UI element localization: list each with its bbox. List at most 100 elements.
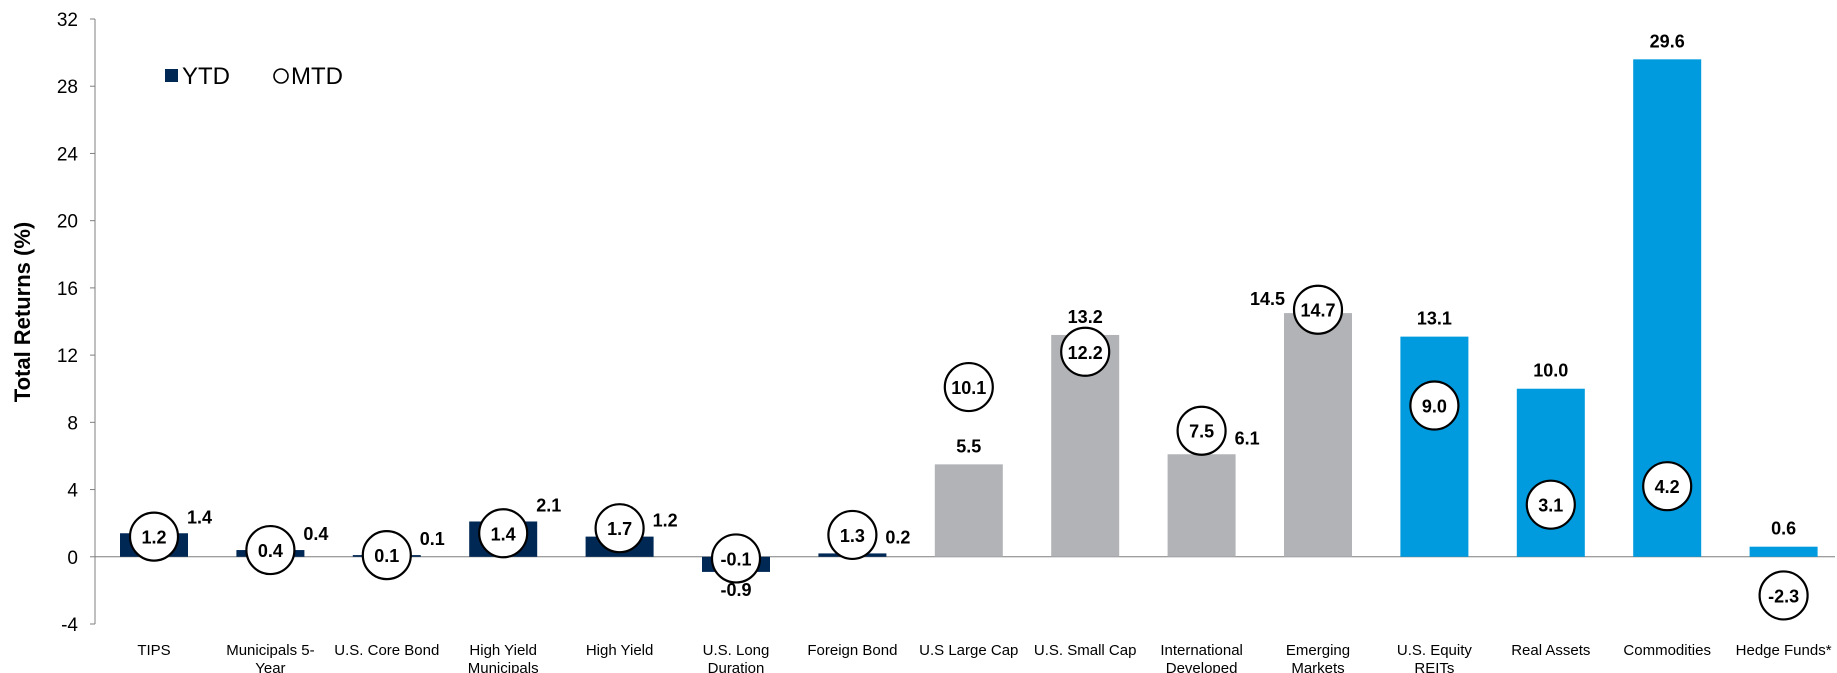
category-label: Hedge Funds* xyxy=(1736,642,1832,659)
category-label-line: Year xyxy=(255,660,285,673)
mtd-circle xyxy=(594,503,645,554)
y-axis-title: Total Returns (%) xyxy=(10,222,35,402)
y-tick-label: 8 xyxy=(67,413,78,434)
legend-mtd-marker xyxy=(273,68,289,84)
ytd-value-label: 6.1 xyxy=(1235,428,1260,448)
category-label: U.S. Long Duration xyxy=(703,642,770,673)
legend-mtd-label: MTD xyxy=(291,63,343,90)
ytd-value-label: 13.2 xyxy=(1068,307,1103,327)
category-label-line: Commodities xyxy=(1623,642,1711,659)
category-label-line: Foreign Bond xyxy=(807,642,897,659)
category-label-line: U.S. Long xyxy=(703,642,770,659)
category-label-line: REITs xyxy=(1414,660,1454,673)
category-label-line: Real Assets xyxy=(1511,642,1590,659)
ytd-bar xyxy=(1749,546,1818,557)
mtd-marker: 1.3 xyxy=(827,509,878,561)
category-label: U.S Large Cap xyxy=(919,642,1018,659)
ytd-value-label: 0.4 xyxy=(303,524,328,544)
category-label-line: Markets xyxy=(1291,660,1344,673)
y-tick-label: 32 xyxy=(57,10,78,31)
mtd-circle xyxy=(1758,570,1809,621)
ytd-value-label: 0.1 xyxy=(420,529,445,549)
mtd-value-label: 1.7 xyxy=(607,519,632,539)
category-label-line: High Yield xyxy=(586,642,654,659)
category-label-line: Municipals xyxy=(468,660,539,673)
category-label-line: Hedge Funds* xyxy=(1736,642,1832,659)
mtd-value-label: 0.1 xyxy=(374,546,399,566)
legend-ytd-swatch xyxy=(165,69,178,82)
ytd-value-label: 14.5 xyxy=(1250,289,1285,309)
mtd-marker: 4.2 xyxy=(1642,461,1693,512)
ytd-bar xyxy=(934,464,1003,557)
category-label: U.S. Small Cap xyxy=(1034,642,1137,659)
ytd-value-label: 13.1 xyxy=(1417,309,1452,329)
mtd-marker: 1.7 xyxy=(594,503,645,554)
mtd-marker: -2.3 xyxy=(1758,570,1809,621)
ytd-value-label: 2.1 xyxy=(536,495,561,515)
y-tick-label: 12 xyxy=(57,346,78,367)
ytd-value-label: 0.2 xyxy=(885,527,910,547)
category-label-line: U.S. Equity xyxy=(1397,642,1473,659)
category-label-line: U.S. Core Bond xyxy=(334,642,439,659)
mtd-marker: 7.5 xyxy=(1176,405,1227,456)
y-tick-label: 16 xyxy=(57,279,78,300)
category-label: TIPS xyxy=(137,642,170,659)
mtd-value-label: 10.1 xyxy=(951,378,986,398)
mtd-marker: 10.1 xyxy=(943,361,994,413)
ytd-bar xyxy=(1400,336,1469,557)
category-label: Municipals 5-Year xyxy=(226,642,314,673)
ytd-value-label: 1.4 xyxy=(187,507,212,527)
category-label: Emerging Markets xyxy=(1286,642,1350,673)
mtd-marker: 1.4 xyxy=(478,508,529,559)
mtd-marker: 3.1 xyxy=(1525,479,1576,530)
category-label: High Yield Municipals xyxy=(468,642,539,673)
mtd-circle xyxy=(245,524,296,576)
y-tick-label: 24 xyxy=(57,144,79,165)
mtd-circle xyxy=(1642,461,1693,512)
category-label: U.S. Equity REITs xyxy=(1397,642,1473,673)
ytd-value-label: 0.6 xyxy=(1771,519,1796,539)
ytd-data-labels: 1.4 0.4 0.1 2.1 1.2 -0.9 0.2 5.5 13.2 6.1 14.5 13.1… xyxy=(187,31,1796,600)
mtd-value-label: 4.2 xyxy=(1655,477,1680,497)
mtd-value-label: 12.2 xyxy=(1068,343,1103,363)
category-label-line: Developed xyxy=(1166,660,1238,673)
legend-ytd-label: YTD xyxy=(182,63,230,90)
category-label: Foreign Bond xyxy=(807,642,897,659)
mtd-value-label: 1.4 xyxy=(491,524,516,544)
y-tick-label: -4 xyxy=(61,615,78,636)
mtd-value-label: 1.2 xyxy=(141,528,166,548)
y-tick-label: 28 xyxy=(57,77,78,98)
y-tick-label: 20 xyxy=(57,212,78,233)
mtd-value-label: 0.4 xyxy=(258,541,283,561)
mtd-marker: 14.7 xyxy=(1292,284,1344,335)
y-axis-label: Total Returns (%) xyxy=(10,222,35,402)
mtd-circle xyxy=(827,509,878,561)
category-label: High Yield xyxy=(586,642,654,659)
mtd-circle xyxy=(1292,284,1344,335)
mtd-value-label: 1.3 xyxy=(840,526,865,546)
ytd-value-label: 29.6 xyxy=(1650,31,1685,51)
ytd-value-label: -0.9 xyxy=(720,580,751,600)
y-axis: -4 0 4 8 12 16 20 24 28 32 xyxy=(57,10,96,636)
ytd-bar xyxy=(1516,388,1585,557)
mtd-marker: 0.1 xyxy=(361,529,412,581)
mtd-circle xyxy=(1176,405,1227,456)
category-label: U.S. Core Bond xyxy=(334,642,439,659)
mtd-marker: 1.2 xyxy=(128,511,180,562)
mtd-value-label: -2.3 xyxy=(1768,586,1799,606)
category-label-line: U.S Large Cap xyxy=(919,642,1018,659)
category-label: Commodities xyxy=(1623,642,1711,659)
category-label-line: U.S. Small Cap xyxy=(1034,642,1137,659)
mtd-marker: -0.1 xyxy=(710,533,762,584)
mtd-circle xyxy=(1525,479,1576,530)
ytd-value-label: 5.5 xyxy=(956,436,981,456)
ytd-bar xyxy=(1167,454,1236,557)
mtd-circle xyxy=(128,511,180,562)
mtd-value-label: 3.1 xyxy=(1538,496,1563,516)
category-label-line: TIPS xyxy=(137,642,170,659)
mtd-markers: 1.2 0.4 0.1 1.4 1.7 -0.1 1.3 10.1 12.2 7.5 14.7 9.0… xyxy=(128,284,1809,621)
legend: YTD MTD xyxy=(165,63,343,90)
mtd-circle xyxy=(361,529,412,581)
mtd-value-label: 14.7 xyxy=(1300,301,1335,321)
mtd-marker: 9.0 xyxy=(1409,380,1460,431)
